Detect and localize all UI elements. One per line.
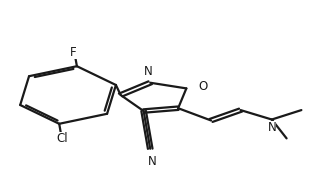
Text: O: O <box>199 80 208 93</box>
Text: Cl: Cl <box>56 132 68 145</box>
Text: F: F <box>70 46 77 59</box>
Text: N: N <box>148 154 156 168</box>
Text: N: N <box>267 121 276 134</box>
Text: N: N <box>144 65 153 78</box>
